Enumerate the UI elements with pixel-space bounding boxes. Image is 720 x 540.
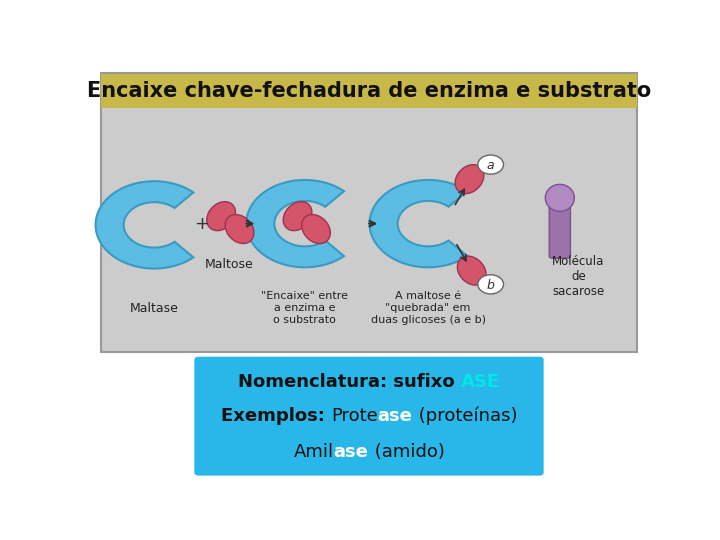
Circle shape xyxy=(478,275,503,294)
Text: Prote: Prote xyxy=(331,407,378,425)
Ellipse shape xyxy=(545,184,575,211)
Text: Amil: Amil xyxy=(294,443,333,461)
Ellipse shape xyxy=(457,256,486,285)
Text: Maltase: Maltase xyxy=(130,301,179,314)
Ellipse shape xyxy=(302,214,330,244)
Ellipse shape xyxy=(283,201,312,231)
Text: Molécula
de
sacarose: Molécula de sacarose xyxy=(552,255,604,299)
FancyBboxPatch shape xyxy=(101,73,637,352)
Text: A maltose é
"quebrada" em
duas glicoses (a e b): A maltose é "quebrada" em duas glicoses … xyxy=(371,292,486,325)
Text: ase: ase xyxy=(333,443,369,461)
Polygon shape xyxy=(246,180,344,267)
Text: a: a xyxy=(487,159,495,172)
Text: "Encaixe" entre
a enzima e
o substrato: "Encaixe" entre a enzima e o substrato xyxy=(261,292,348,325)
FancyBboxPatch shape xyxy=(101,75,637,109)
FancyBboxPatch shape xyxy=(549,206,570,258)
Polygon shape xyxy=(96,181,194,268)
Ellipse shape xyxy=(225,214,254,244)
Text: (amido): (amido) xyxy=(369,443,444,461)
Text: Encaixe chave-fechadura de enzima e substrato: Encaixe chave-fechadura de enzima e subs… xyxy=(87,81,651,101)
Ellipse shape xyxy=(455,165,484,194)
Text: ASE: ASE xyxy=(461,374,500,391)
Circle shape xyxy=(478,155,503,174)
Text: b: b xyxy=(487,279,495,292)
Text: Nomenclatura: sufixo: Nomenclatura: sufixo xyxy=(238,374,461,391)
Text: (proteínas): (proteínas) xyxy=(413,407,517,426)
Text: ase: ase xyxy=(378,407,413,425)
Ellipse shape xyxy=(207,201,235,231)
Text: Maltose: Maltose xyxy=(205,258,254,271)
FancyBboxPatch shape xyxy=(194,357,544,476)
Polygon shape xyxy=(369,180,467,267)
Text: +: + xyxy=(194,214,209,233)
Text: Exemplos:: Exemplos: xyxy=(221,407,331,425)
